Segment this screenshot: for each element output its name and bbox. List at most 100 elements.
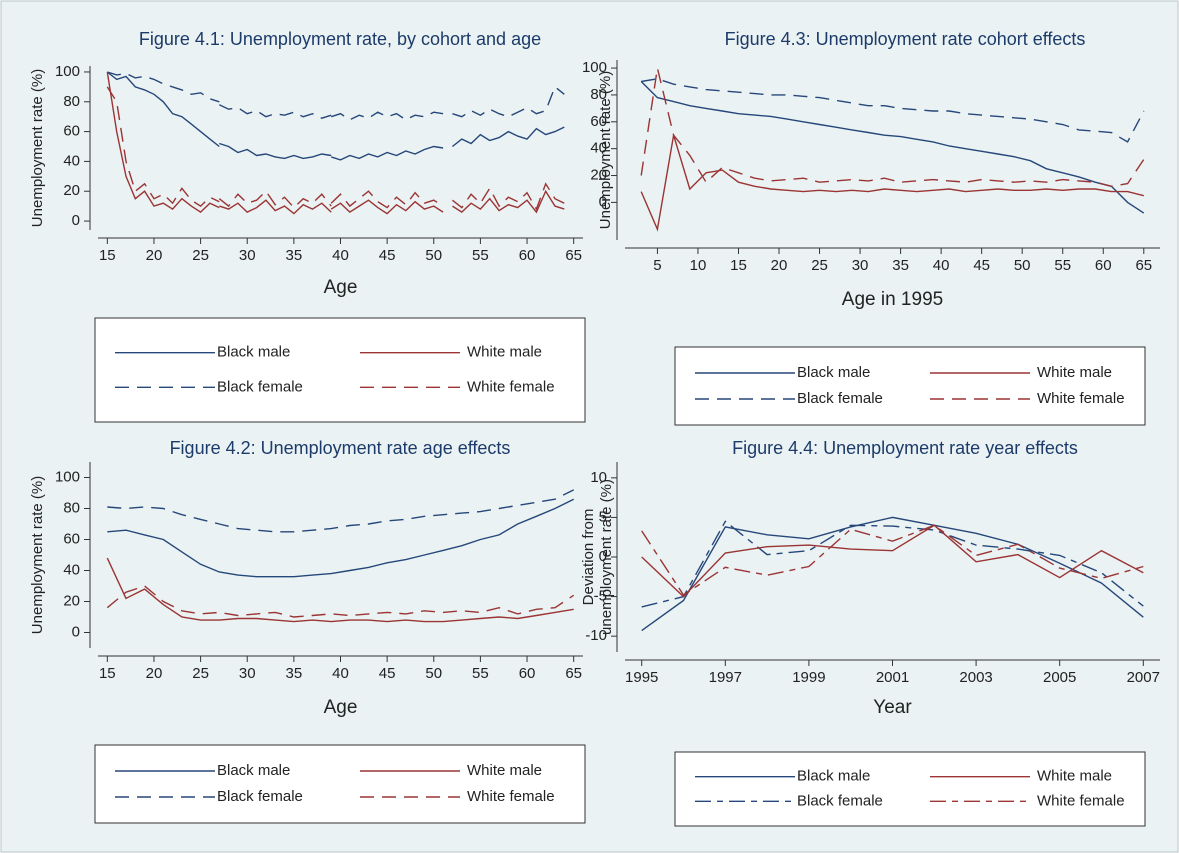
y-tick-label: 80: [590, 86, 607, 103]
series-line: [106, 585, 575, 618]
series-line: [106, 86, 220, 207]
series-line: [452, 189, 565, 214]
x-tick-label: 65: [565, 247, 582, 264]
x-tick-label: 2001: [876, 669, 909, 686]
x-tick-label: 30: [239, 665, 256, 682]
chart-title: Figure 4.1: Unemployment rate, by cohort…: [139, 29, 541, 49]
series-line: [641, 524, 1144, 598]
x-tick-label: 20: [146, 665, 163, 682]
x-tick-label: 1999: [792, 669, 825, 686]
x-tick-label: 15: [99, 665, 116, 682]
x-tick-label: 45: [379, 247, 396, 264]
x-tick-label: 20: [771, 257, 788, 274]
legend-label: White male: [1037, 364, 1112, 381]
series-line: [330, 190, 444, 209]
chart-title: Figure 4.2: Unemployment rate age effect…: [170, 438, 511, 458]
y-tick-label: 0: [599, 548, 607, 565]
legend-box: [674, 751, 1146, 827]
legend-label: Black female: [797, 792, 883, 809]
chart-title: Figure 4.3: Unemployment rate cohort eff…: [725, 29, 1086, 49]
x-tick-label: 50: [1014, 257, 1031, 274]
x-axis-label: Age: [324, 697, 358, 718]
y-tick-label: 100: [582, 59, 607, 76]
y-tick-label: 60: [63, 123, 80, 140]
y-tick-label: 20: [590, 166, 607, 183]
legend-label: White female: [467, 378, 555, 395]
x-tick-label: 10: [690, 257, 707, 274]
legend-label: Black female: [217, 378, 303, 395]
legend-label: White female: [467, 788, 555, 805]
y-tick-label: 100: [55, 468, 80, 485]
x-tick-label: 15: [99, 247, 116, 264]
x-tick-label: 20: [146, 247, 163, 264]
x-tick-label: 40: [332, 247, 349, 264]
y-tick-label: 40: [63, 152, 80, 169]
y-axis-label: unemployment rate (%): [598, 479, 615, 635]
x-tick-label: 25: [192, 665, 209, 682]
series-line: [106, 71, 220, 213]
series-line: [330, 145, 444, 161]
legend-label: Black female: [217, 788, 303, 805]
legend-label: White male: [1037, 768, 1112, 785]
x-tick-label: 35: [286, 247, 303, 264]
series-line: [106, 557, 574, 623]
x-tick-label: 1997: [709, 669, 742, 686]
legend-label: Black female: [797, 390, 883, 407]
y-tick-label: 0: [72, 623, 80, 640]
legend-background: [675, 347, 1145, 425]
x-tick-label: 55: [1054, 257, 1071, 274]
series-line: [641, 78, 1145, 143]
y-tick-label: 10: [590, 469, 607, 486]
x-tick-label: 65: [565, 665, 582, 682]
series-line: [641, 524, 1144, 596]
series-line: [106, 71, 220, 148]
series-line: [219, 104, 332, 119]
x-tick-label: 1995: [625, 669, 658, 686]
x-tick-label: 45: [973, 257, 990, 274]
y-tick-label: 20: [63, 592, 80, 609]
legend-box: [674, 346, 1146, 426]
series-line: [640, 134, 1144, 232]
legend-label: White female: [1037, 390, 1125, 407]
x-tick-label: 35: [892, 257, 909, 274]
legend-label: Black male: [797, 768, 870, 785]
x-tick-label: 35: [286, 665, 303, 682]
x-tick-label: 40: [332, 665, 349, 682]
legend-label: White female: [1037, 792, 1125, 809]
y-tick-label: 60: [63, 530, 80, 547]
legend-background: [95, 318, 585, 422]
series-line: [107, 498, 575, 578]
legend-background: [675, 752, 1145, 826]
legend-box: [94, 744, 586, 824]
series-line: [219, 142, 332, 160]
x-axis-label: Age in 1995: [842, 289, 943, 310]
y-tick-label: 60: [590, 113, 607, 130]
x-tick-label: 15: [730, 257, 747, 274]
x-tick-label: 2005: [1043, 669, 1076, 686]
series-line: [641, 520, 1144, 608]
legend-box: [94, 317, 586, 423]
x-tick-label: 30: [852, 257, 869, 274]
y-axis-label: Unemployment rate (%): [597, 71, 614, 229]
series-line: [640, 67, 1145, 188]
chart-title: Figure 4.4: Unemployment rate year effec…: [732, 438, 1078, 458]
legend-label: Black male: [797, 364, 870, 381]
legend-label: White male: [467, 344, 542, 361]
y-axis-label: Unemployment rate (%): [29, 476, 46, 634]
y-tick-label: 40: [63, 561, 80, 578]
legend-background: [95, 745, 585, 823]
x-tick-label: 25: [192, 247, 209, 264]
y-tick-label: 5: [599, 508, 607, 525]
y-tick-label: 40: [590, 140, 607, 157]
x-tick-label: 65: [1135, 257, 1152, 274]
x-axis-label: Age: [324, 277, 358, 298]
y-axis-label: Unemployment rate (%): [29, 69, 46, 227]
legend-label: Black male: [217, 344, 290, 361]
x-tick-label: 55: [472, 665, 489, 682]
x-tick-label: 50: [425, 247, 442, 264]
x-tick-label: 5: [653, 257, 661, 274]
series-line: [451, 126, 565, 148]
x-tick-label: 55: [472, 247, 489, 264]
